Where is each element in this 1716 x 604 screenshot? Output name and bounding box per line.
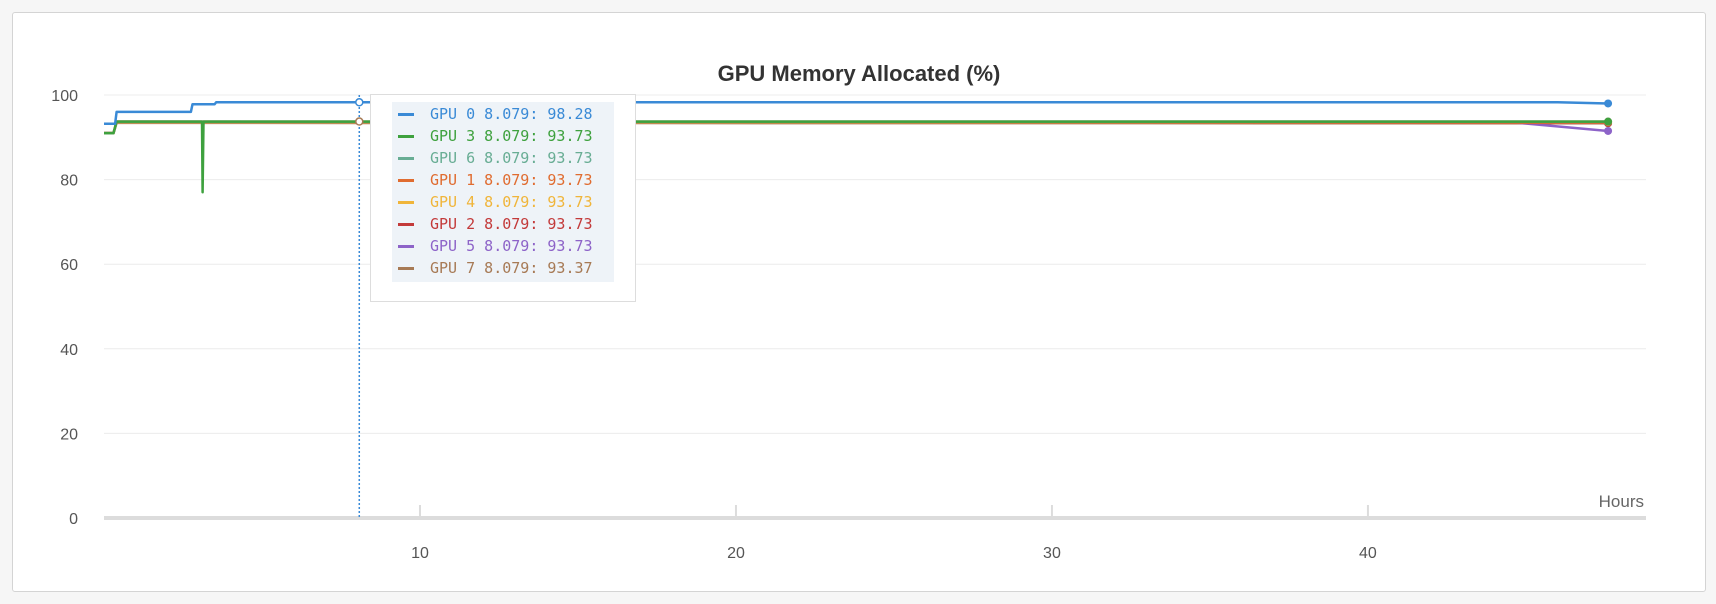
y-tick-label: 60 xyxy=(60,257,78,274)
x-axis-label: Hours xyxy=(1599,492,1644,511)
y-tick-label: 100 xyxy=(51,88,78,105)
tooltip-row: GPU 2 8.079: 93.73 xyxy=(392,213,614,235)
tooltip-text: GPU 3 8.079: 93.73 xyxy=(430,127,593,145)
legend-swatch xyxy=(398,179,414,182)
series-end-point xyxy=(1604,99,1613,108)
y-tick-label: 40 xyxy=(60,342,78,359)
series-end-point xyxy=(1604,117,1613,126)
x-tick-label: 40 xyxy=(1359,545,1377,562)
tooltip-text: GPU 4 8.079: 93.73 xyxy=(430,193,593,211)
series-line xyxy=(104,120,1609,194)
legend-swatch xyxy=(398,113,414,116)
tooltip-row: GPU 3 8.079: 93.73 xyxy=(392,125,614,147)
series-line xyxy=(104,121,1609,135)
x-tick-label: 10 xyxy=(411,545,429,562)
legend-swatch xyxy=(398,267,414,270)
tooltip-row: GPU 4 8.079: 93.73 xyxy=(392,191,614,213)
series-end-point xyxy=(1604,126,1613,135)
hover-marker xyxy=(355,117,364,126)
tooltip-row: GPU 5 8.079: 93.73 xyxy=(392,235,614,257)
hover-marker xyxy=(355,98,364,107)
tooltip-text: GPU 1 8.079: 93.73 xyxy=(430,171,593,189)
legend-swatch xyxy=(398,201,414,204)
tooltip-row: GPU 6 8.079: 93.73 xyxy=(392,147,614,169)
tooltip-row: GPU 7 8.079: 93.37 xyxy=(392,257,614,279)
x-tick-label: 20 xyxy=(727,545,745,562)
chart-panel: GPU Memory Allocated (%) xyxy=(12,12,1706,592)
tooltip-list: GPU 0 8.079: 98.28 GPU 3 8.079: 93.73 GPU … xyxy=(392,102,614,282)
y-tick-label: 20 xyxy=(60,426,78,443)
tooltip-text: GPU 7 8.079: 93.37 xyxy=(430,259,593,277)
hover-tooltip: GPU 0 8.079: 98.28 GPU 3 8.079: 93.73 GPU … xyxy=(370,94,636,302)
tooltip-text: GPU 6 8.079: 93.73 xyxy=(430,149,593,167)
tooltip-text: GPU 5 8.079: 93.73 xyxy=(430,237,593,255)
chart-title: GPU Memory Allocated (%) xyxy=(717,61,1001,86)
x-tick-label: 30 xyxy=(1043,545,1061,562)
series-line xyxy=(104,100,1609,126)
y-tick-label: 80 xyxy=(60,173,78,190)
tooltip-row: GPU 1 8.079: 93.73 xyxy=(392,169,614,191)
legend-swatch xyxy=(398,135,414,138)
legend-swatch xyxy=(398,245,414,248)
legend-swatch xyxy=(398,223,414,226)
tooltip-text: GPU 2 8.079: 93.73 xyxy=(430,215,593,233)
tooltip-row: GPU 0 8.079: 98.28 xyxy=(392,103,614,125)
tooltip-text: GPU 0 8.079: 98.28 xyxy=(430,105,593,123)
legend-swatch xyxy=(398,157,414,160)
y-tick-label: 0 xyxy=(69,511,78,528)
